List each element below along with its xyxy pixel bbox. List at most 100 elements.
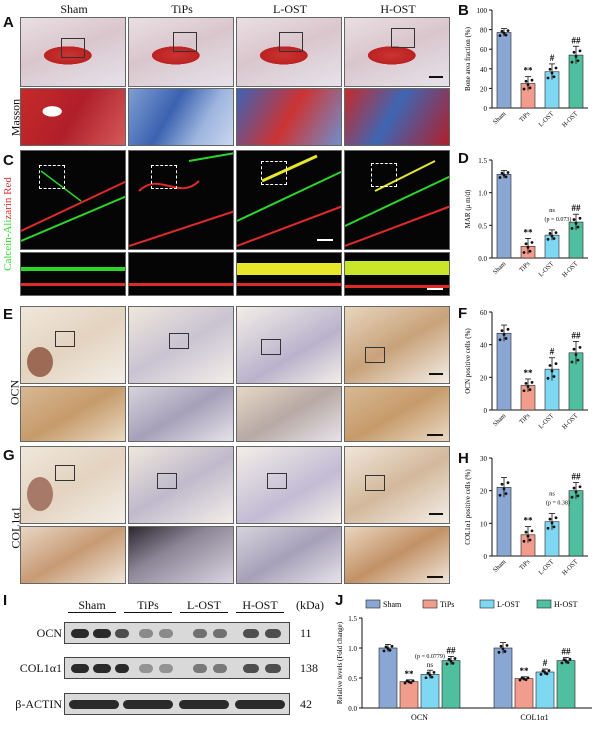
data-dot [506, 481, 510, 485]
data-dot [500, 329, 504, 333]
data-dot [552, 75, 556, 79]
zoom-box [261, 161, 287, 185]
y-axis-label: MAR (μ m/d) [464, 189, 472, 228]
zoom-box [261, 339, 281, 355]
data-dot [578, 216, 582, 220]
data-dot [424, 676, 428, 680]
x-tick-label: Sham [492, 558, 507, 573]
y-tick-label: 30 [480, 455, 488, 463]
data-dot [564, 659, 568, 663]
col-lost-overview [236, 446, 342, 524]
fluor-lost-zoom [236, 252, 342, 296]
data-dot [498, 176, 502, 179]
data-dot [554, 66, 558, 70]
bar-j-tips [399, 681, 419, 709]
y-tick-label: 60 [480, 46, 488, 54]
data-dot [526, 534, 530, 538]
scale-bar [429, 76, 443, 78]
data-dot [518, 678, 522, 682]
y-tick-label: 1.0 [478, 190, 487, 198]
data-dot [530, 241, 534, 244]
significance-mark: ## [572, 35, 582, 45]
comparison-p: (p = 0.38) [546, 500, 570, 507]
data-dot [428, 673, 432, 677]
data-dot [574, 55, 578, 58]
x-tick-label: TiPs [518, 412, 532, 426]
chart-j: 0.0 0.5 1.0 1.5 Relative levels (Fold change… [336, 599, 592, 722]
col-lost-zoom [236, 526, 342, 584]
data-dot [570, 226, 574, 230]
data-dot [498, 34, 502, 38]
ocn-sham-zoom [20, 386, 126, 442]
ocn-sham-overview [20, 306, 126, 384]
bar-j-l-ost [535, 671, 555, 709]
x-tick-label: Sham [492, 412, 507, 427]
panel-label-D: D [458, 150, 469, 167]
data-dot [522, 389, 526, 393]
fluor-sham-overview [20, 150, 126, 250]
data-dot [522, 539, 526, 543]
ocn-tips-overview [128, 306, 234, 384]
data-dot [524, 242, 528, 246]
data-dot [500, 29, 504, 33]
data-dot [539, 673, 543, 676]
data-dot [524, 678, 528, 682]
data-dot [548, 517, 552, 521]
data-dot [572, 347, 576, 351]
zoom-box [173, 32, 197, 52]
significance-mark: ** [524, 66, 534, 76]
scale-bar [427, 576, 443, 578]
significance-mark: # [550, 347, 555, 357]
bar-f-sham [496, 332, 512, 411]
panel-label-A: A [3, 14, 14, 31]
zoom-box [157, 473, 177, 489]
y-tick-label: 0.5 [478, 222, 487, 230]
panel-label-C: C [3, 152, 14, 169]
data-dot [502, 31, 506, 35]
wb-label-ocn: OCN [36, 626, 62, 640]
x-tick-label: H-OST [561, 260, 580, 279]
zoom-box [267, 473, 287, 489]
legend-label: L-OST [497, 600, 520, 609]
data-dot [576, 59, 580, 63]
col-host-overview [344, 446, 450, 524]
panel-label-J: J [335, 592, 344, 609]
data-dot [382, 649, 386, 653]
data-dot [504, 175, 508, 179]
y-tick-label: 10 [480, 520, 488, 528]
data-dot [505, 644, 509, 647]
fluor-host-overview [344, 150, 450, 250]
data-dot [548, 232, 552, 235]
data-dot [524, 79, 528, 83]
chart-b: 0 20 40 60 80 100 Bone area fraction (%) Sham **… [464, 7, 588, 129]
col-sham-zoom [20, 526, 126, 584]
wb-group-sham: Sham [78, 598, 106, 612]
panel-label-H: H [458, 450, 469, 467]
comparison-p: (p = 0.073) [545, 216, 572, 223]
wb-group-lost: L-OST [187, 598, 221, 612]
y-tick-label: 0.5 [348, 675, 357, 683]
scale-bar [429, 513, 443, 515]
y-tick-label: 0.0 [348, 705, 357, 713]
y-tick-label: 100 [477, 7, 488, 15]
data-dot [504, 33, 508, 37]
data-dot [506, 327, 510, 331]
row-label-fluor-text: Calcein-Alizarin Red [2, 177, 14, 271]
panel-label-E: E [3, 306, 14, 323]
col-sham-overview [20, 446, 126, 524]
data-dot [543, 671, 547, 674]
masson-lost-zoom [236, 88, 342, 146]
masson-tips-zoom [128, 88, 234, 146]
y-tick-label: 1.5 [478, 157, 487, 165]
legend-swatch [422, 599, 438, 609]
data-dot [524, 530, 528, 534]
data-dot [445, 662, 449, 666]
x-tick-label: TiPs [518, 558, 532, 572]
legend-swatch [365, 599, 381, 609]
zoom-box [151, 165, 177, 189]
data-dot [522, 87, 526, 91]
legend-swatch [536, 599, 552, 609]
y-tick-label: 0 [484, 553, 488, 561]
zoom-box [169, 333, 189, 349]
data-dot [390, 644, 394, 648]
